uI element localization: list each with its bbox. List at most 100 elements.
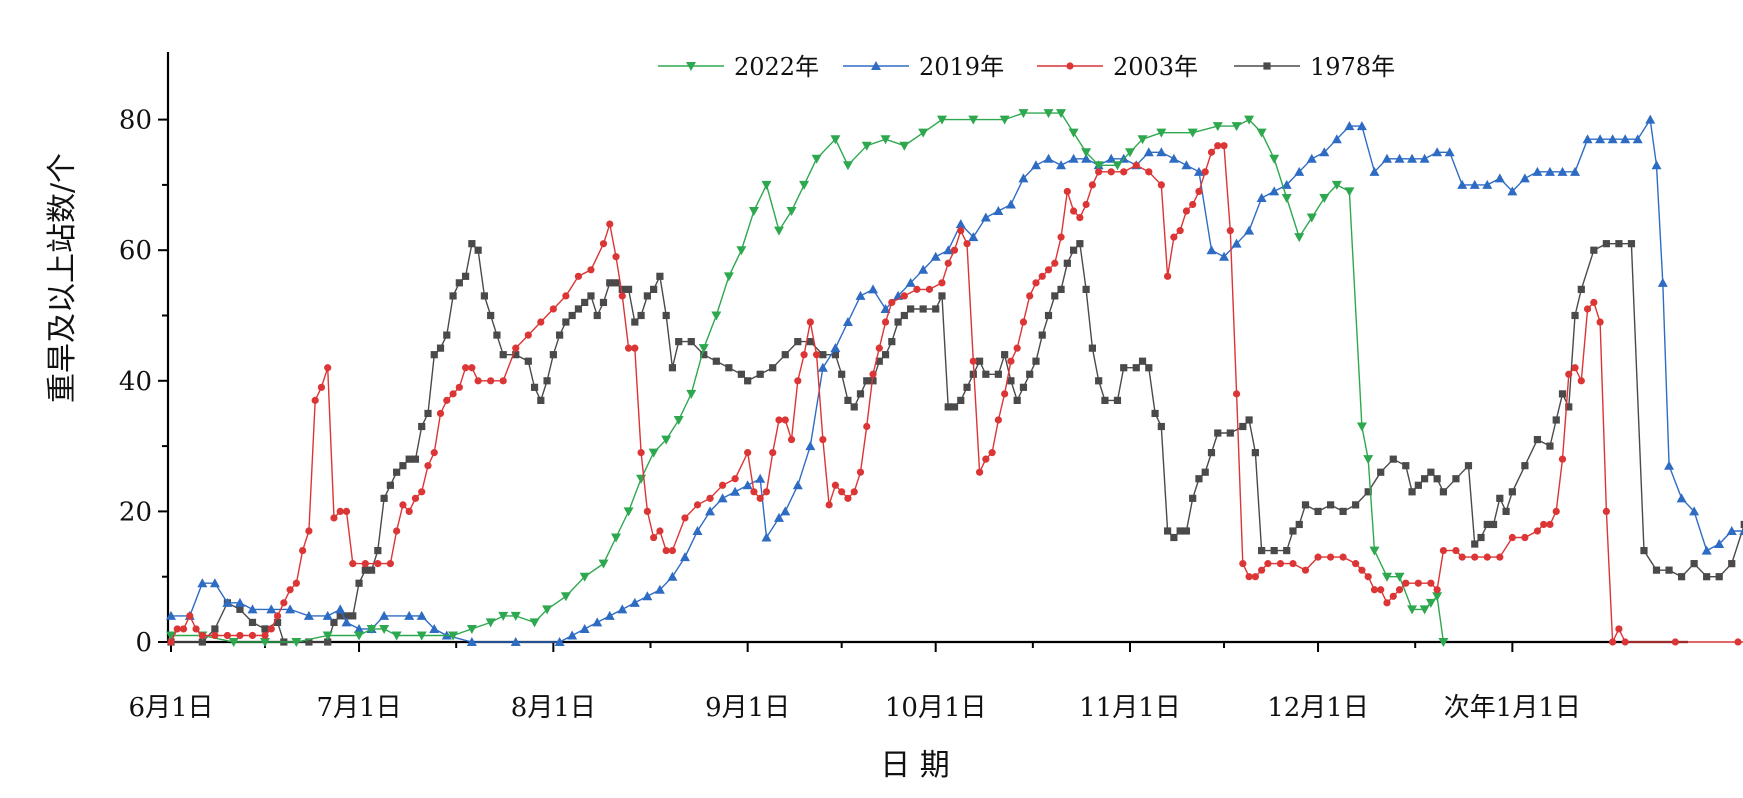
data-point: [1226, 429, 1234, 437]
data-point: [1113, 396, 1122, 404]
data-point: [1019, 318, 1028, 326]
data-point: [1164, 527, 1172, 535]
data-point: [248, 631, 257, 640]
data-point: [611, 533, 622, 543]
data-point: [1170, 233, 1178, 241]
data-point: [1344, 121, 1355, 131]
data-point: [367, 566, 376, 574]
data-point: [324, 364, 332, 372]
data-point: [1394, 153, 1405, 163]
data-point: [1595, 134, 1606, 144]
data-point: [1483, 520, 1491, 529]
data-point: [881, 351, 890, 359]
data-point: [341, 617, 352, 627]
data-point: [1068, 153, 1079, 163]
data-point: [661, 435, 672, 445]
data-point: [982, 370, 990, 378]
data-point: [1671, 638, 1679, 646]
y-tick-label: 40: [119, 367, 152, 397]
data-point: [1138, 357, 1147, 365]
data-point: [1507, 186, 1518, 196]
data-point: [1082, 200, 1090, 209]
data-point: [750, 488, 758, 496]
data-point: [574, 305, 583, 313]
legend-marker: [871, 61, 881, 70]
data-point: [1558, 455, 1567, 463]
data-point: [1676, 493, 1687, 503]
data-point: [1414, 481, 1422, 489]
data-point: [1005, 199, 1016, 209]
data-point: [449, 390, 457, 398]
data-point: [1314, 507, 1322, 515]
data-point: [1620, 134, 1631, 144]
data-point: [374, 560, 382, 568]
y-axis-ticks: 0 20 40 60 80: [119, 106, 168, 658]
data-point: [993, 206, 1004, 216]
data-point: [1607, 134, 1618, 144]
data-point: [856, 390, 865, 398]
series-line: [170, 145, 1743, 643]
data-point: [354, 631, 365, 641]
data-point: [825, 501, 833, 509]
data-point: [1615, 240, 1623, 248]
data-point: [468, 364, 476, 372]
data-point: [1402, 579, 1410, 587]
y-tick-label: 80: [119, 106, 152, 136]
data-point: [1427, 468, 1435, 476]
data-point: [794, 338, 802, 346]
data-point: [424, 409, 432, 418]
data-point: [1364, 488, 1372, 496]
data-point: [1088, 344, 1096, 352]
data-point: [1339, 507, 1347, 515]
data-point: [1289, 527, 1297, 535]
data-point: [831, 351, 840, 359]
data-point: [1043, 109, 1054, 119]
data-point: [932, 305, 940, 313]
data-point: [1469, 179, 1480, 189]
data-point: [1019, 383, 1028, 391]
data-point: [907, 305, 915, 313]
data-point: [273, 618, 282, 627]
data-point: [654, 584, 665, 594]
data-point: [510, 637, 521, 646]
data-point: [1051, 259, 1059, 267]
data-point: [1701, 545, 1712, 555]
data-point: [1377, 586, 1385, 594]
data-point: [167, 638, 175, 646]
data-point: [1088, 181, 1096, 189]
data-point: [813, 351, 821, 359]
data-point: [930, 251, 941, 261]
data-point: [1464, 462, 1473, 470]
data-point: [679, 552, 690, 562]
data-point: [542, 605, 553, 615]
data-point: [1740, 520, 1743, 529]
data-point: [361, 566, 369, 574]
data-point: [1565, 403, 1573, 411]
data-point: [1018, 109, 1029, 119]
data-point: [562, 292, 570, 300]
data-point: [1457, 179, 1468, 189]
data-point: [355, 579, 363, 587]
data-point: [1439, 546, 1448, 555]
data-point: [617, 604, 628, 614]
data-point: [386, 560, 394, 568]
data-point: [844, 494, 852, 502]
data-point: [706, 494, 714, 502]
data-point: [236, 631, 244, 640]
data-point: [944, 403, 952, 411]
data-point: [1651, 160, 1662, 170]
legend-marker: [1263, 62, 1271, 70]
data-point: [366, 624, 377, 634]
data-point: [717, 493, 728, 503]
data-point: [448, 631, 459, 641]
data-point: [604, 610, 615, 620]
data-point: [1232, 390, 1241, 398]
data-point: [1557, 166, 1568, 176]
series-line: [171, 117, 1743, 643]
data-point: [379, 624, 390, 634]
data-point: [938, 279, 946, 287]
x-tick-label: 次年1月1日: [1444, 693, 1581, 723]
data-point: [554, 637, 565, 646]
data-point: [705, 506, 716, 516]
data-point: [1425, 598, 1436, 608]
